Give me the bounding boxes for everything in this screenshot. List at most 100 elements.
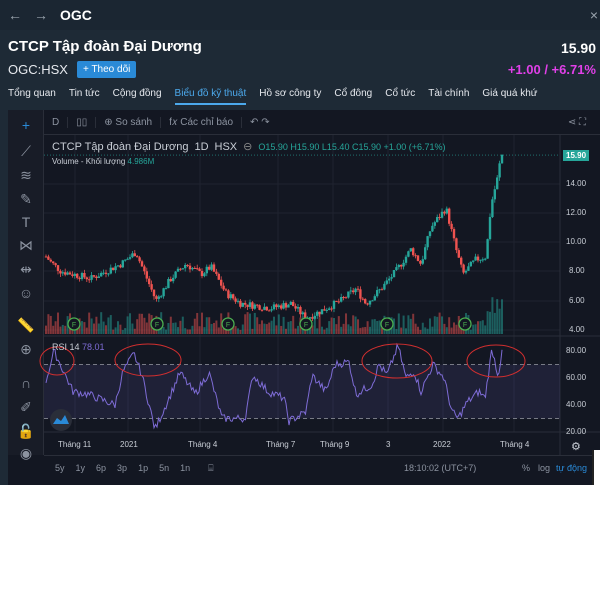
candle-body — [107, 273, 110, 275]
candle-body — [383, 283, 386, 290]
volume-bar — [93, 323, 95, 334]
candle-body — [323, 309, 326, 311]
fib-icon[interactable]: ≋ — [20, 167, 32, 183]
volume-label: Volume - Khối lượng — [52, 157, 126, 166]
brush-icon[interactable]: ✎ — [20, 191, 32, 207]
magnet-icon[interactable]: ∩ — [20, 375, 32, 391]
zoom-in-icon[interactable]: ⊕ — [20, 341, 32, 357]
share-icon[interactable]: ⋖ ⛶ — [567, 116, 586, 128]
candle-body — [455, 238, 458, 251]
volume-bar — [213, 322, 215, 334]
close-button[interactable]: × — [589, 7, 598, 23]
collapse-icon[interactable]: ⊖ — [243, 141, 253, 153]
tab-financials[interactable]: Tài chính — [428, 88, 470, 99]
candle-body — [440, 211, 444, 218]
date-range-icon[interactable]: ⌸ — [208, 462, 214, 473]
range-5y[interactable]: 5y — [55, 463, 65, 473]
candle-body — [198, 268, 201, 271]
text-icon[interactable]: T — [21, 214, 31, 230]
volume-bar — [198, 326, 201, 334]
range-1m[interactable]: 1p — [138, 463, 149, 473]
range-1y[interactable]: 1y — [75, 463, 86, 473]
range-1d[interactable]: 1n — [180, 463, 191, 473]
candle-type-icon[interactable]: ▯▯ — [68, 116, 97, 128]
pattern-icon[interactable]: ⋈ — [19, 237, 33, 253]
volume-bar — [215, 320, 218, 334]
candle-body — [488, 217, 492, 240]
volume-bar — [105, 325, 107, 334]
candle-body — [241, 302, 244, 307]
volume-bar — [210, 323, 213, 334]
volume-bar — [277, 314, 280, 334]
interval-button[interactable]: D — [44, 116, 69, 128]
compare-button[interactable]: ⊕ So sánh — [96, 116, 162, 128]
candle-body — [234, 298, 237, 302]
tab-news[interactable]: Tin tức — [68, 88, 100, 99]
measure-range-icon[interactable]: ⇹ — [20, 261, 32, 277]
range-5d[interactable]: 5n — [159, 463, 170, 473]
trend-line-icon[interactable]: ⟋ — [21, 143, 31, 159]
back-button[interactable]: ← — [8, 7, 22, 23]
volume-bar — [263, 323, 266, 334]
crosshair-icon[interactable]: + — [21, 117, 31, 133]
ruler-icon[interactable]: 📏 — [17, 317, 35, 333]
volume-bar — [491, 297, 494, 334]
range-3m[interactable]: 3p — [117, 463, 128, 473]
candle-body — [200, 270, 204, 277]
candle-body — [402, 262, 405, 267]
percent-toggle[interactable]: % — [522, 463, 531, 473]
lock-drawing-icon[interactable]: ✐ — [20, 399, 32, 415]
candle-body — [71, 274, 74, 276]
settings-gear-icon[interactable]: ⚙ — [571, 441, 581, 453]
volume-bar — [496, 299, 499, 334]
tab-shareholders[interactable]: Cổ đông — [334, 88, 373, 99]
volume-bar — [61, 324, 64, 334]
volume-bar — [246, 312, 249, 334]
volume-bar — [357, 319, 359, 334]
undo-redo[interactable]: ↶ ↷ — [250, 116, 270, 128]
volume-bar — [364, 327, 367, 334]
lock-icon[interactable]: 🔓 — [17, 423, 35, 439]
indicators-button[interactable]: f𝑥 Các chỉ báo — [161, 116, 243, 128]
candle-body — [88, 279, 91, 281]
volume-bar — [289, 321, 292, 334]
dividend-marker-label: F — [226, 322, 230, 329]
tab-company-profile[interactable]: Hồ sơ công ty — [259, 88, 322, 99]
candle-body — [498, 163, 501, 178]
candle-body — [472, 260, 475, 262]
volume-bar — [83, 322, 86, 334]
candle-body — [143, 266, 146, 272]
tab-dividends[interactable]: Cổ tức — [385, 88, 416, 99]
price-tick: 12.00 — [566, 208, 587, 217]
range-6m[interactable]: 6p — [96, 463, 107, 473]
emoji-icon[interactable]: ☺ — [18, 285, 34, 301]
candle-body — [244, 302, 247, 305]
candle-body — [116, 265, 120, 267]
volume-bar — [369, 326, 371, 334]
volume-bar — [376, 320, 379, 334]
tab-price-history[interactable]: Giá quá khứ — [482, 88, 538, 99]
auto-toggle[interactable]: tự động — [556, 463, 588, 473]
tab-technical-chart[interactable]: Biểu đồ kỹ thuật — [174, 88, 247, 105]
volume-bar — [124, 328, 127, 334]
candle-body — [361, 298, 364, 300]
log-toggle[interactable]: log — [538, 463, 551, 473]
follow-button[interactable]: + Theo dõi — [77, 61, 137, 78]
chart-logo — [50, 409, 72, 431]
candle-body — [457, 250, 460, 258]
candle-body — [438, 217, 441, 219]
legend-ohlc: O15.90 H15.90 L15.40 C15.90 +1.00 (+6.71… — [258, 141, 446, 152]
volume-bar — [145, 322, 148, 334]
forward-button[interactable]: → — [34, 7, 48, 23]
candle-body — [167, 278, 170, 289]
candle-body — [112, 267, 115, 271]
volume-bar — [232, 324, 235, 334]
tab-overview[interactable]: Tổng quan — [8, 88, 56, 99]
volume-bar — [498, 308, 501, 334]
tab-community[interactable]: Cộng đồng — [112, 88, 162, 99]
annotation-ellipse — [114, 343, 182, 377]
volume-bar — [201, 312, 203, 334]
time-tick: 3 — [386, 440, 391, 449]
eye-icon[interactable]: ◉ — [19, 445, 33, 461]
